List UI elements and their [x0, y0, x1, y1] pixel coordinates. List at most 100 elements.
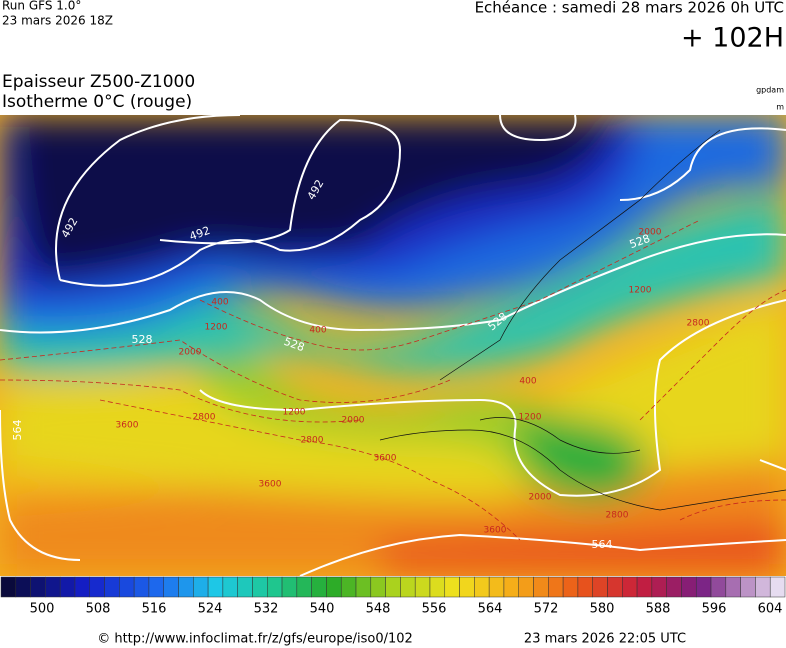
isotherm-label: 2800 [301, 436, 324, 446]
isotherm-label: 3600 [116, 421, 139, 431]
isotherm-label: 400 [309, 326, 326, 336]
colorbar-label: 572 [534, 602, 559, 617]
colorbar-label: 556 [422, 602, 447, 617]
colorbar-swatch [666, 576, 682, 598]
colorbar-label: 516 [142, 602, 167, 617]
colorbar-swatch [207, 576, 224, 598]
colorbar-label: 564 [478, 602, 503, 617]
colorbar-swatch [414, 576, 431, 598]
colorbar-label: 596 [702, 602, 727, 617]
isotherm-title: Isotherme 0°C (rouge) [2, 92, 192, 112]
isotherm-label: 3600 [374, 454, 397, 464]
colorbar-swatch [252, 576, 268, 598]
colorbar-swatch [222, 576, 238, 598]
colorbar-swatch [59, 576, 76, 598]
source-url: © http://www.infoclimat.fr/z/gfs/europe/… [97, 632, 413, 647]
thickness-label: 528 [132, 333, 153, 346]
colorbar-swatch [133, 576, 150, 598]
colorbar-swatch [503, 576, 519, 598]
colorbar-swatch [340, 576, 357, 598]
isotherm-label: 2000 [179, 348, 202, 358]
run-date: 23 mars 2026 18Z [2, 14, 113, 28]
colorbar-swatch [30, 576, 46, 598]
colorbar-label: 524 [198, 602, 223, 617]
colorbar-swatch [89, 576, 105, 598]
thickness-label: 564 [11, 420, 24, 441]
isotherm-label: 1200 [519, 413, 542, 423]
isotherm-label: 2000 [342, 416, 365, 426]
isotherm-label: 2800 [687, 319, 710, 329]
colorbar-label: 500 [30, 602, 55, 617]
colorbar-swatch [740, 576, 756, 598]
colorbar-swatch [755, 576, 771, 598]
colorbar-swatch [74, 576, 91, 598]
colorbar-swatch [681, 576, 697, 598]
colorbar-swatch [429, 576, 446, 598]
colorbar-swatch [311, 576, 327, 598]
isotherm-label: 2000 [529, 493, 552, 503]
colorbar-swatch [400, 576, 416, 598]
colorbar-label: 588 [646, 602, 671, 617]
generated-time: 23 mars 2026 22:05 UTC [524, 632, 686, 647]
colorbar-swatch [533, 576, 549, 598]
colorbar-label: 508 [86, 602, 111, 617]
isotherm-label: 400 [519, 377, 536, 387]
field-title: Epaisseur Z500-Z1000 [2, 72, 195, 92]
colorbar-swatch [355, 576, 372, 598]
isotherm-label: 400 [211, 298, 228, 308]
isotherm-label: 3600 [259, 480, 282, 490]
colorbar-swatch [193, 576, 209, 598]
colorbar-swatch [281, 576, 298, 598]
colorbar-swatch [163, 576, 179, 598]
colorbar-swatch [695, 576, 712, 598]
colorbar-swatch [636, 576, 653, 598]
isotherm-label: 1200 [283, 408, 306, 418]
colorbar-swatch [769, 576, 786, 598]
colorbar-swatch [45, 576, 61, 598]
colorbar-swatch [370, 576, 386, 598]
isotherm-label: 2800 [606, 511, 629, 521]
colorbar-swatch [296, 576, 312, 598]
colorbar-swatch [385, 576, 401, 598]
colorbar-label: 604 [758, 602, 783, 617]
thickness-label: 564 [592, 538, 613, 551]
colorbar-swatch [474, 576, 490, 598]
isotherm-label: 3600 [484, 526, 507, 536]
colorbar-swatch [444, 576, 460, 598]
colorbar-swatch [267, 576, 283, 598]
unit-height: m [776, 103, 784, 112]
colorbar-label: 540 [310, 602, 335, 617]
colorbar-swatch [710, 576, 727, 598]
run-label: Run GFS 1.0° [2, 0, 81, 13]
colorbar-swatch [607, 576, 623, 598]
colorbar-swatch [148, 576, 164, 598]
unit-thickness: gpdam [756, 86, 784, 95]
colorbar-swatch [178, 576, 194, 598]
colorbar-swatch [518, 576, 534, 598]
isotherm-label: 1200 [205, 323, 228, 333]
colorbar-swatch [651, 576, 667, 598]
colorbar-swatch [0, 576, 17, 598]
isotherm-label: 2000 [639, 228, 662, 238]
colorbar-label: 548 [366, 602, 391, 617]
colorbar-swatch [104, 576, 120, 598]
colorbar-label: 532 [254, 602, 279, 617]
isotherm-label: 2800 [193, 413, 216, 423]
colorbar-swatch [548, 576, 564, 598]
colorbar-swatch [592, 576, 608, 598]
colorbar-swatch [622, 576, 638, 598]
colorbar-swatch [488, 576, 505, 598]
valid-time: Echéance : samedi 28 mars 2026 0h UTC [475, 0, 784, 17]
colorbar-swatch [15, 576, 31, 598]
colorbar-swatch [237, 576, 253, 598]
colorbar-swatch [119, 576, 135, 598]
isotherm-label: 1200 [629, 286, 652, 296]
lead-time: + 102H [681, 23, 784, 54]
colorbar-swatch [577, 576, 593, 598]
colorbar-label: 580 [590, 602, 615, 617]
colorbar-swatch [725, 576, 741, 598]
colorbar-swatch [459, 576, 475, 598]
colorbar-swatch [562, 576, 579, 598]
